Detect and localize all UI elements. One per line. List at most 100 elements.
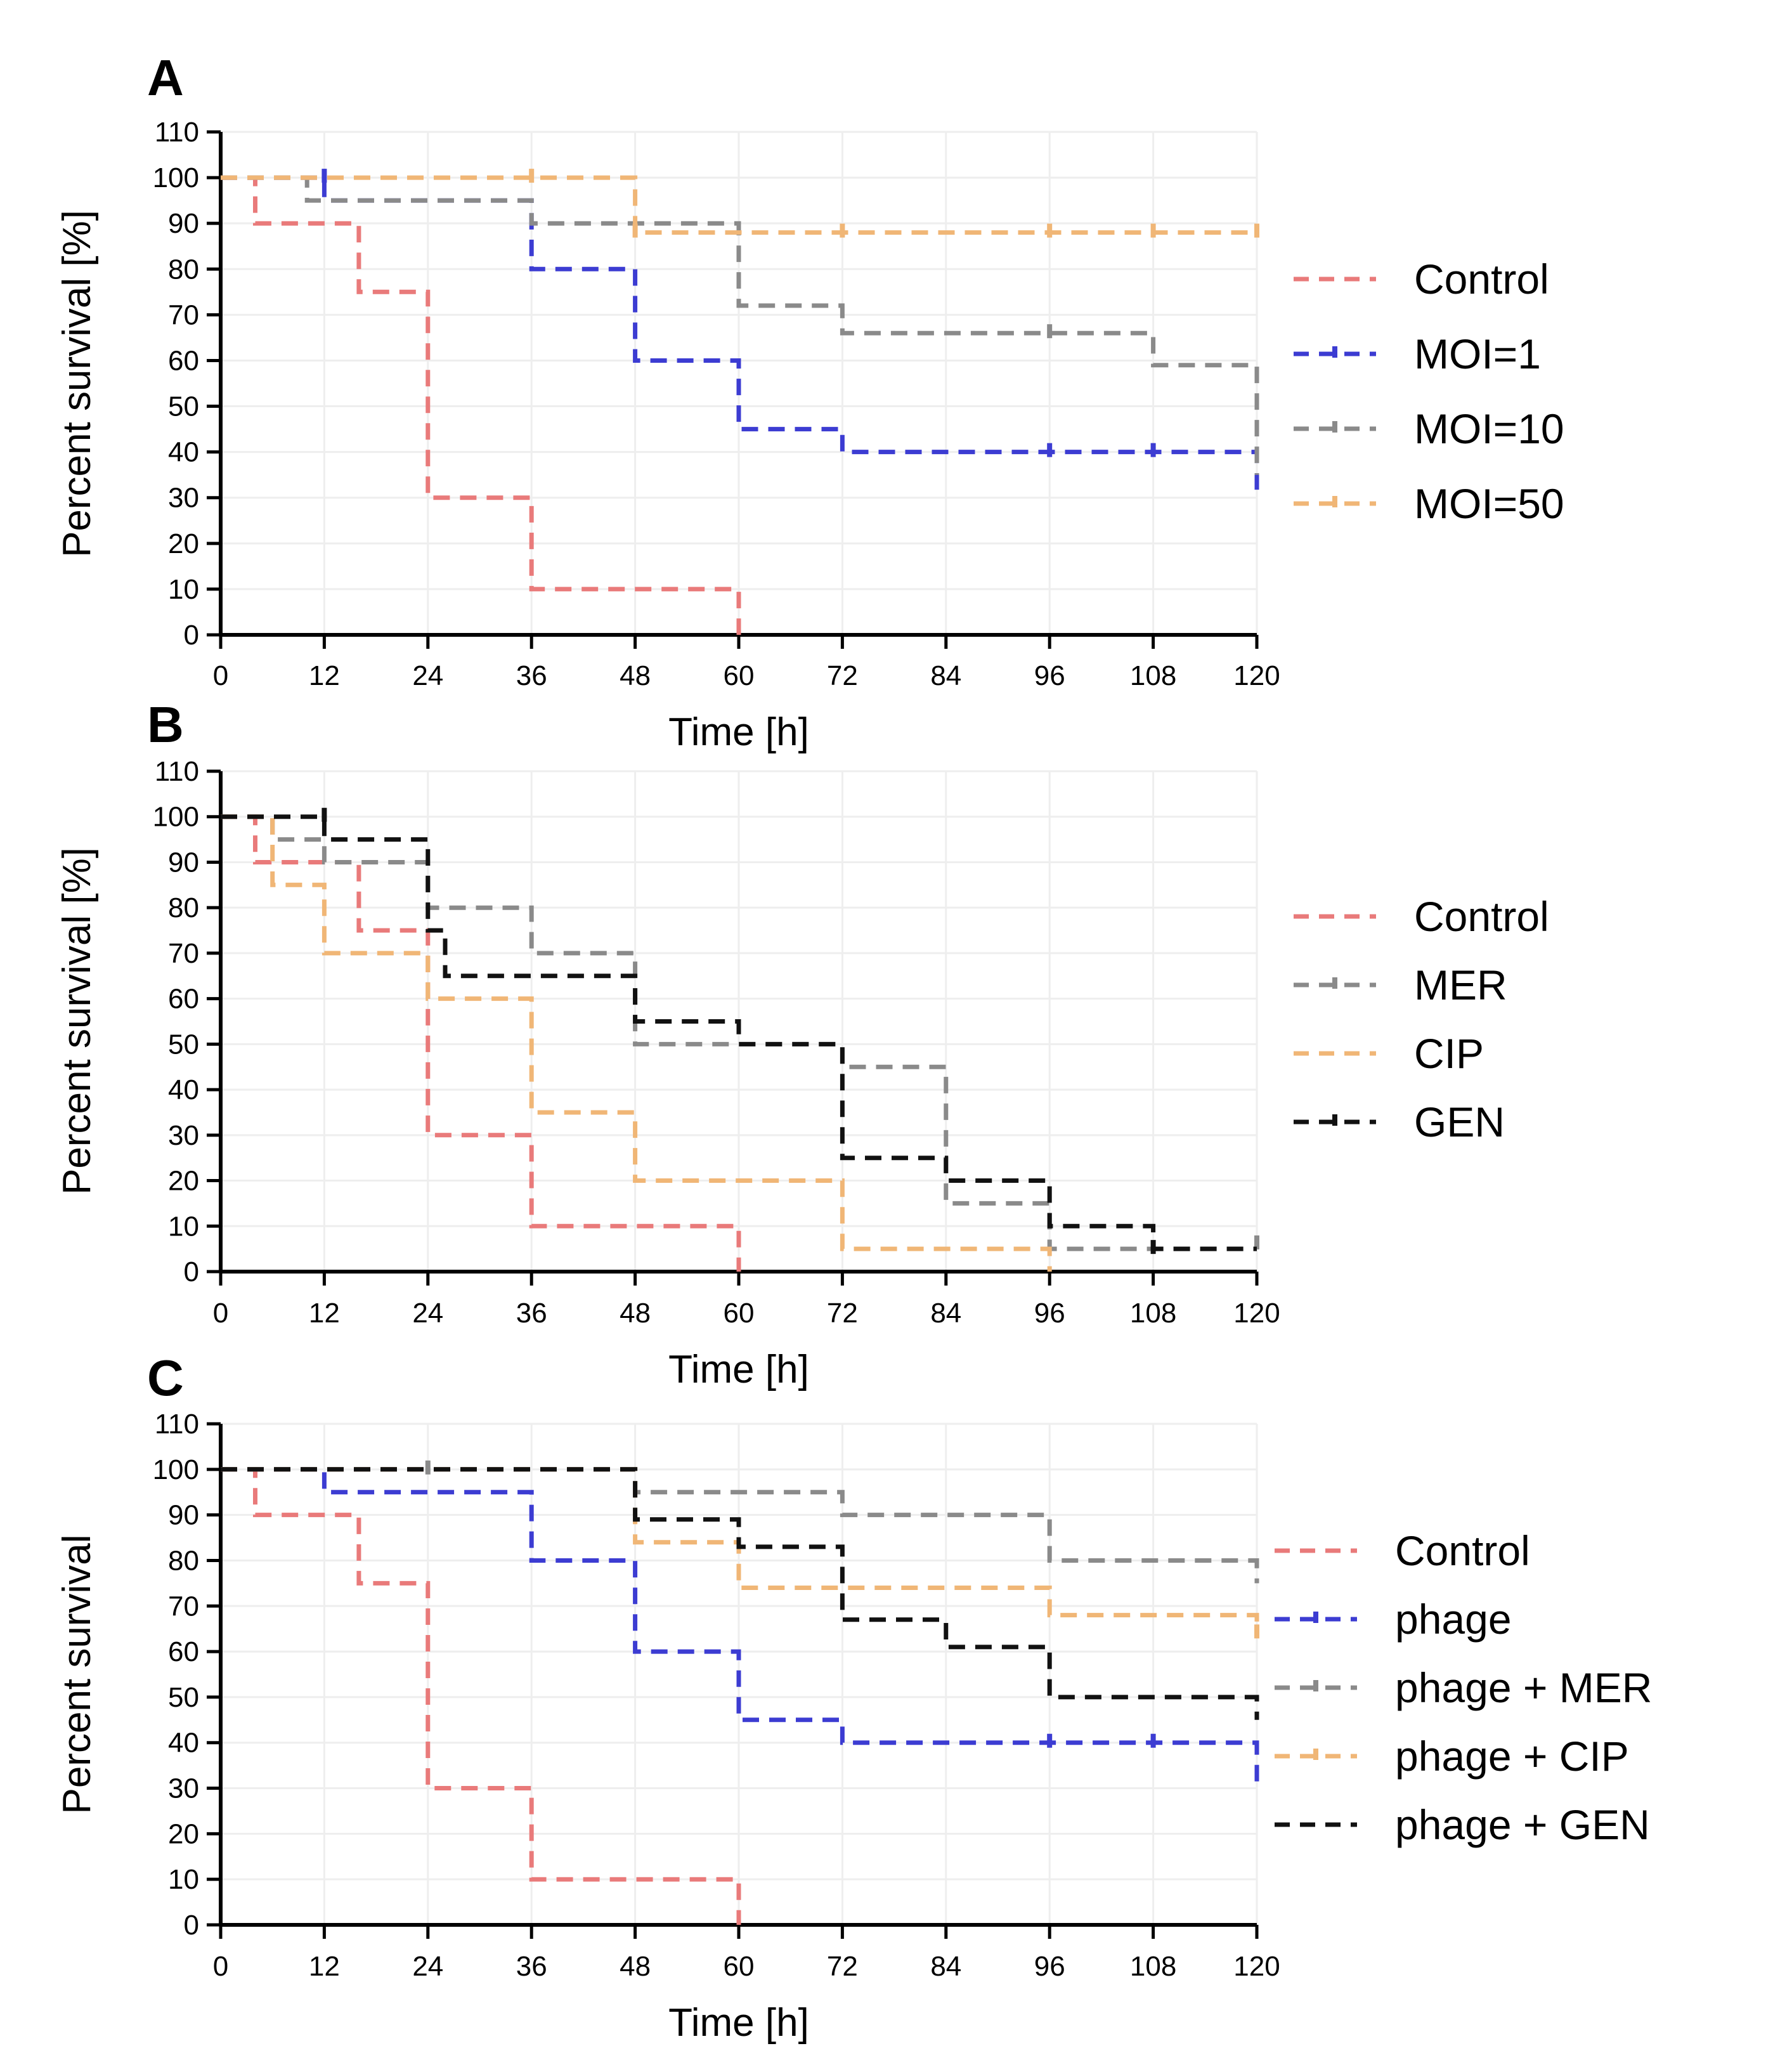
- y-tick-label: 30: [168, 483, 199, 514]
- x-tick-label: 24: [412, 660, 443, 691]
- panel-letter: A: [147, 49, 184, 106]
- series-control: [221, 1467, 741, 1925]
- legend-entry: Control: [1294, 893, 1549, 940]
- survival-line: [221, 175, 1259, 475]
- y-tick-label: 80: [168, 1545, 199, 1576]
- y-tick-label: 30: [168, 1120, 199, 1151]
- x-tick-label: 72: [827, 1951, 858, 1982]
- panel-a: A 0 10 20 30 40 50 60 70 80 90 100 110 0 12 24 36 48 60 72 8…: [55, 49, 1564, 754]
- x-tick-label: 36: [516, 660, 547, 691]
- series-phage: [221, 1467, 1259, 1789]
- y-tick-label: 30: [168, 1773, 199, 1804]
- survival-line: [221, 814, 1257, 1251]
- legend-entry: CIP: [1294, 1030, 1484, 1077]
- x-tick-label: 24: [412, 1298, 443, 1329]
- y-axis-title: Percent survival: [55, 1534, 99, 1814]
- legend-entry: Control: [1275, 1527, 1530, 1574]
- series-phage-mer: [221, 1460, 1259, 1584]
- series-moi-10: [221, 175, 1259, 475]
- x-tick-label: 96: [1034, 1298, 1065, 1329]
- y-tick-label: 70: [168, 938, 199, 969]
- x-tick-label: 120: [1233, 1298, 1280, 1329]
- legend-label: MOI=10: [1414, 405, 1564, 452]
- x-tick-label: 120: [1233, 660, 1280, 691]
- legend-label: MOI=50: [1414, 480, 1564, 527]
- x-tick-label: 0: [213, 1951, 228, 1982]
- y-tick-label: 20: [168, 528, 199, 559]
- y-tick-label: 40: [168, 1728, 199, 1759]
- y-tick-label: 60: [168, 1636, 199, 1667]
- legend-label: Control: [1414, 893, 1549, 940]
- series-moi-1: [221, 169, 1259, 498]
- legend-entry: phage + GEN: [1275, 1801, 1650, 1848]
- x-tick-label: 24: [412, 1951, 443, 1982]
- legend-label: phage: [1395, 1596, 1512, 1643]
- x-tick-label: 60: [724, 1298, 755, 1329]
- legend-label: MER: [1414, 961, 1507, 1008]
- survival-line: [221, 175, 741, 635]
- legend-label: phage + CIP: [1395, 1733, 1629, 1780]
- legend-entry: MOI=1: [1294, 330, 1541, 377]
- legend-entry: MER: [1294, 961, 1507, 1008]
- legend-label: phage + MER: [1395, 1664, 1652, 1711]
- panel-c: C 0 10 20 30 40 50 60 70 80 90 100 110 0 12 24 36 48 60 72 8…: [55, 1350, 1652, 2045]
- y-tick-label: 60: [168, 345, 199, 376]
- x-tick-label: 36: [516, 1951, 547, 1982]
- y-tick-label: 10: [168, 574, 199, 605]
- y-axis-title: Percent survival [%]: [55, 210, 99, 557]
- y-tick-label: 100: [153, 802, 199, 833]
- y-tick-label: 110: [155, 756, 199, 787]
- x-tick-label: 0: [213, 660, 228, 691]
- y-tick-label: 90: [168, 208, 199, 239]
- legend-entry: phage + MER: [1275, 1664, 1652, 1711]
- series-gen: [221, 807, 1257, 1254]
- x-tick-label: 96: [1034, 660, 1065, 691]
- x-tick-label: 48: [620, 660, 651, 691]
- survival-line: [221, 1467, 741, 1925]
- y-tick-label: 90: [168, 847, 199, 878]
- series-control: [221, 175, 741, 635]
- y-tick-label: 50: [168, 391, 199, 422]
- legend-entry: Control: [1294, 256, 1549, 303]
- x-tick-label: 36: [516, 1298, 547, 1329]
- survival-line: [221, 1467, 1259, 1720]
- survival-line: [221, 175, 1259, 498]
- x-tick-label: 0: [213, 1298, 228, 1329]
- series-phage-gen: [221, 1467, 1259, 1720]
- legend-entry: phage: [1275, 1596, 1512, 1643]
- x-tick-label: 72: [827, 1298, 858, 1329]
- x-tick-label: 48: [620, 1951, 651, 1982]
- survival-line: [221, 814, 1257, 1251]
- x-tick-label: 12: [309, 1298, 340, 1329]
- legend-label: Control: [1395, 1527, 1530, 1574]
- x-tick-label: 96: [1034, 1951, 1065, 1982]
- y-tick-label: 40: [168, 437, 199, 468]
- y-tick-label: 70: [168, 1591, 199, 1622]
- x-axis-title: Time [h]: [668, 710, 809, 754]
- panel-b: B 0 10 20 30 40 50 60 70 80 90 100 110 0 12 24 36 48 60 72 8…: [55, 696, 1549, 1391]
- legend-label: GEN: [1414, 1098, 1505, 1145]
- survival-line: [221, 1467, 1259, 1584]
- x-tick-label: 72: [827, 660, 858, 691]
- series-cip: [221, 814, 1052, 1272]
- x-tick-label: 60: [724, 1951, 755, 1982]
- x-tick-label: 108: [1130, 1298, 1176, 1329]
- panel-letter: B: [147, 696, 184, 753]
- x-tick-label: 84: [930, 1298, 961, 1329]
- y-tick-label: 110: [155, 1409, 199, 1440]
- legend-label: CIP: [1414, 1030, 1484, 1077]
- series-moi-50: [221, 169, 1259, 238]
- y-tick-label: 60: [168, 984, 199, 1015]
- x-tick-label: 60: [724, 660, 755, 691]
- panel-letter: C: [147, 1350, 184, 1406]
- y-tick-label: 70: [168, 299, 199, 330]
- legend-entry: GEN: [1294, 1098, 1505, 1145]
- x-axis-title: Time [h]: [668, 1348, 809, 1391]
- x-tick-label: 12: [309, 660, 340, 691]
- y-tick-label: 0: [184, 620, 199, 651]
- y-tick-label: 100: [153, 1454, 199, 1485]
- x-tick-label: 12: [309, 1951, 340, 1982]
- x-tick-label: 48: [620, 1298, 651, 1329]
- y-tick-label: 100: [153, 162, 199, 193]
